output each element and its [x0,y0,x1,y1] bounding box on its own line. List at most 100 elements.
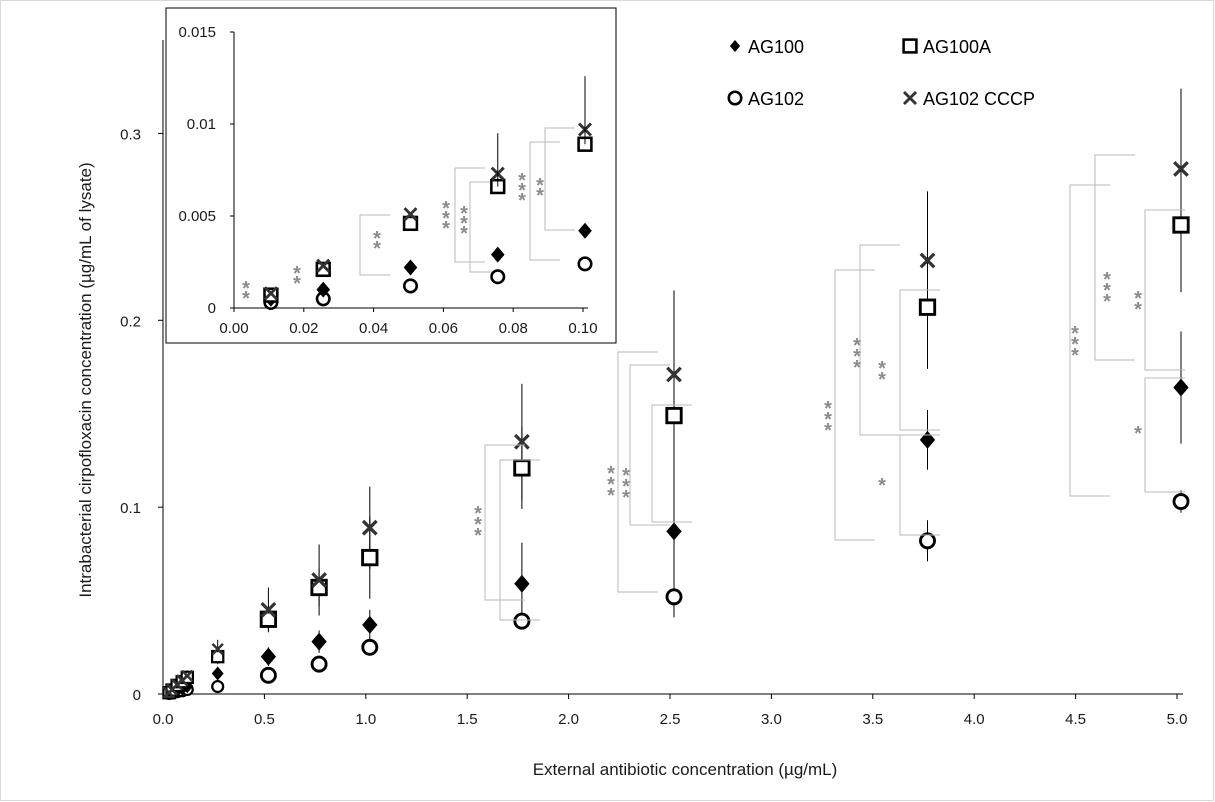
bracket [651,404,692,523]
y-tick-label: 0.3 [120,126,141,143]
point-ag100 [1173,378,1189,397]
x-tick-label: 3.0 [761,711,782,728]
inset-point-ag102-cccp [316,258,331,273]
point-ag102 [1172,493,1190,510]
star: * [1103,280,1111,302]
x-tick-label: 5.0 [1167,711,1188,728]
point-ag102 [361,638,379,656]
star: * [878,358,886,380]
point-ag102 [211,679,225,694]
star: * [536,185,544,207]
point-ag102 [513,612,531,630]
star: * [878,475,886,497]
point-ag102 [665,588,683,606]
significance-mark: *** [607,463,615,507]
bracket [484,444,525,601]
star: * [460,213,468,235]
point-ag100 [666,522,682,541]
point-ag100 [919,430,936,449]
x-tick-label: 4.5 [1065,711,1086,728]
inset-significance-mark: *** [460,203,468,245]
point-ag102 [310,655,328,673]
legend-label: AG102 [748,89,804,109]
bracket [1144,209,1185,371]
legend-marker [902,38,918,54]
star: * [1134,288,1142,310]
point-ag102-cccp [311,572,327,588]
legend: AG100 AG100A AG102 AG102 CCCP [727,37,1035,109]
inset-x-tick-label: 0.08 [499,320,528,337]
point-ag102-cccp [211,643,224,656]
data-points [162,161,1190,701]
legend-item-ag102: AG102 [727,89,804,109]
point-ag102 [259,666,277,684]
significance-mark: *** [1103,269,1111,313]
y-tick-label: 0 [133,687,141,704]
x-tick-label: 0.0 [153,711,174,728]
point-ag100a [665,406,683,425]
point-ag100a [361,548,379,567]
x-tick-label: 4.0 [964,711,985,728]
point-ag100 [211,666,224,681]
star: * [1071,323,1079,345]
point-ag102-cccp [260,602,277,618]
inset-bracket [544,127,575,231]
significance-mark: *** [853,335,861,379]
significance-mark: ** [878,358,886,391]
legend-marker [727,90,743,106]
x-tick-label: 1.5 [457,711,478,728]
inset-y-tick-label: 0 [208,300,216,317]
star: * [1071,334,1079,356]
point-ag102-cccp [514,433,530,450]
star: * [824,409,832,431]
y-tick-label: 0.1 [120,500,141,517]
significance-mark: * [878,475,886,497]
star: * [824,398,832,420]
bracket [1094,154,1135,361]
x-tick-label: 2.5 [660,711,681,728]
inset-y-tick-label: 0.01 [187,116,216,133]
inset-point-ag100 [403,259,418,276]
inset-y-tick-label: 0.015 [178,24,216,41]
inset-point-ag100 [316,281,331,298]
point-ag100a [310,578,328,597]
inset-x-tick-label: 0.00 [219,320,248,337]
inset-significance-mark: ** [536,175,544,207]
legend-marker [902,90,918,106]
inset-significance-mark: ** [373,228,381,260]
star: * [878,369,886,391]
significance-mark: ** [1134,288,1142,321]
inset-plot: 0.00 0.02 0.04 0.06 0.08 0.10 0 0.005 0.01 0.015 *… [178,24,597,337]
legend-item-ag100a: AG100A [902,37,991,57]
main-plot: 0.0 0.5 1.0 1.5 2.0 2.5 3.0 3.5 4.0 4.5 5.0 0 0.1 0.2… [76,40,1190,779]
inset-y-tick-label: 0.005 [178,208,216,225]
star: * [853,346,861,368]
star: * [518,180,526,202]
inset-frame [165,7,617,344]
point-ag102 [919,532,936,550]
point-ag100 [311,632,327,651]
inset-point-ag102-cccp [403,207,418,222]
inset-significance-mark: ** [242,278,250,310]
inset-x-tick-label: 0.10 [568,320,597,337]
significance-mark: *** [474,503,482,547]
significance-mark: * [1134,423,1142,445]
star: * [373,228,381,250]
point-ag100 [260,647,277,666]
inset-point-ag102 [402,278,419,294]
inset-x-tick-label: 0.02 [289,320,318,337]
bracket [1144,377,1185,493]
legend-marker [729,40,741,52]
point-ag100a [918,298,937,316]
star: * [442,208,450,230]
star: * [622,476,630,498]
point-ag100 [362,615,378,634]
x-tick-label: 2.0 [558,711,579,728]
star: * [853,335,861,357]
inset-point-ag102 [577,256,593,272]
bracket [629,364,670,526]
star: * [460,203,468,225]
point-ag100a [1172,216,1190,234]
